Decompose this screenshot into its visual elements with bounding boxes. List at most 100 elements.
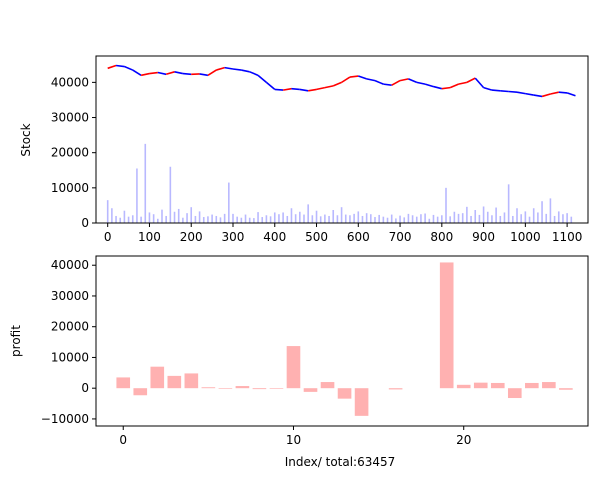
price-segment <box>474 77 485 89</box>
price-segment <box>541 93 551 98</box>
profit-bar <box>525 382 539 389</box>
profit-bar <box>252 388 267 390</box>
price-segment <box>374 79 384 85</box>
price-segment <box>182 72 192 76</box>
profit-bar <box>116 377 131 389</box>
profit-bar <box>320 382 335 389</box>
price-segment <box>282 87 292 91</box>
price-segment <box>232 68 242 71</box>
profit-y-label: profit <box>9 325 23 357</box>
price-segment <box>424 83 434 88</box>
profit-bar <box>507 388 522 399</box>
price-series <box>107 64 576 98</box>
stock-x-ticks: 0 100 200 300 400 500 600 700 800 900 1000 1100 <box>104 223 583 244</box>
price-segment <box>433 85 443 90</box>
x-tick-label: 600 <box>347 230 370 244</box>
price-segment <box>558 91 568 94</box>
x-tick-label: 1100 <box>552 230 583 244</box>
price-segment <box>140 72 150 77</box>
price-segment <box>383 83 392 86</box>
profit-bar <box>201 387 216 389</box>
price-segment <box>508 90 518 94</box>
price-segment <box>324 85 334 89</box>
price-segment <box>115 64 125 68</box>
profit-bars <box>116 262 573 416</box>
stock-y-ticks: 0 10000 20000 30000 40000 <box>51 75 96 230</box>
price-segment <box>566 92 576 97</box>
profit-bar <box>388 388 403 390</box>
price-segment <box>132 69 142 77</box>
profit-bar <box>439 262 454 389</box>
price-segment <box>332 81 342 87</box>
profit-bar <box>354 388 369 416</box>
price-segment <box>291 87 300 91</box>
price-segment <box>358 75 367 80</box>
y-tick-label: 0 <box>81 381 89 395</box>
profit-bar <box>559 388 573 390</box>
profit-bar <box>218 388 233 389</box>
price-segment <box>500 90 509 93</box>
y-tick-label: 10000 <box>51 181 89 195</box>
price-segment <box>525 92 534 96</box>
profit-y-ticks: −10000 0 10000 20000 30000 40000 <box>41 258 96 426</box>
price-segment <box>341 76 351 84</box>
x-tick-label: 400 <box>263 230 286 244</box>
price-segment <box>483 86 493 91</box>
y-tick-label: 30000 <box>51 111 89 125</box>
y-tick-label: 10000 <box>51 350 89 364</box>
profit-bar <box>269 388 284 389</box>
x-tick-label: 0 <box>104 230 112 244</box>
price-segment <box>149 71 158 75</box>
price-segment <box>224 66 234 70</box>
profit-bar <box>150 366 165 389</box>
y-tick-label: 30000 <box>51 289 89 303</box>
y-tick-label: 0 <box>81 216 89 230</box>
price-segment <box>216 66 225 71</box>
profit-axes: 0 10 20 −10000 0 10000 20000 30000 40000 profit… <box>9 255 589 469</box>
price-segment <box>391 79 401 86</box>
profit-bar <box>473 382 488 389</box>
profit-bar <box>542 382 556 389</box>
price-segment <box>466 77 476 84</box>
price-segment <box>257 74 267 83</box>
price-segment <box>299 88 309 92</box>
x-tick-label: 500 <box>305 230 328 244</box>
price-segment <box>157 71 167 76</box>
y-tick-label: 40000 <box>51 75 89 89</box>
x-tick-label: 0 <box>119 433 127 447</box>
y-tick-label: −10000 <box>41 412 89 426</box>
price-segment <box>416 81 426 85</box>
profit-bar <box>337 388 352 399</box>
volume-series <box>106 143 573 223</box>
price-segment <box>249 71 259 77</box>
price-segment <box>174 71 184 75</box>
x-tick-label: 300 <box>222 230 245 244</box>
profit-bar <box>167 375 182 389</box>
price-segment <box>124 65 134 71</box>
x-tick-label: 100 <box>138 230 161 244</box>
profit-bar <box>303 388 318 392</box>
profit-bar <box>133 388 148 396</box>
stock-axes-frame <box>95 55 589 224</box>
price-segment <box>533 94 543 98</box>
price-segment <box>308 88 317 92</box>
y-tick-label: 20000 <box>51 320 89 334</box>
profit-bar <box>456 384 471 389</box>
stock-axes: 0 100 200 300 400 500 600 700 800 900 1000 1100 0 10… <box>19 55 589 244</box>
profit-x-ticks: 0 10 20 <box>119 426 471 447</box>
profit-bar <box>235 386 250 389</box>
x-tick-label: 200 <box>180 230 203 244</box>
price-segment <box>107 64 117 70</box>
y-tick-label: 20000 <box>51 146 89 160</box>
price-segment <box>274 88 284 91</box>
price-segment <box>516 91 526 95</box>
price-segment <box>199 73 209 77</box>
profit-axes-frame <box>95 255 589 427</box>
price-segment <box>165 71 175 76</box>
profit-bar <box>490 382 505 389</box>
profit-bar <box>184 373 199 389</box>
price-segment <box>366 78 376 82</box>
price-segment <box>441 86 451 90</box>
x-tick-label: 900 <box>472 230 495 244</box>
price-segment <box>316 86 326 91</box>
